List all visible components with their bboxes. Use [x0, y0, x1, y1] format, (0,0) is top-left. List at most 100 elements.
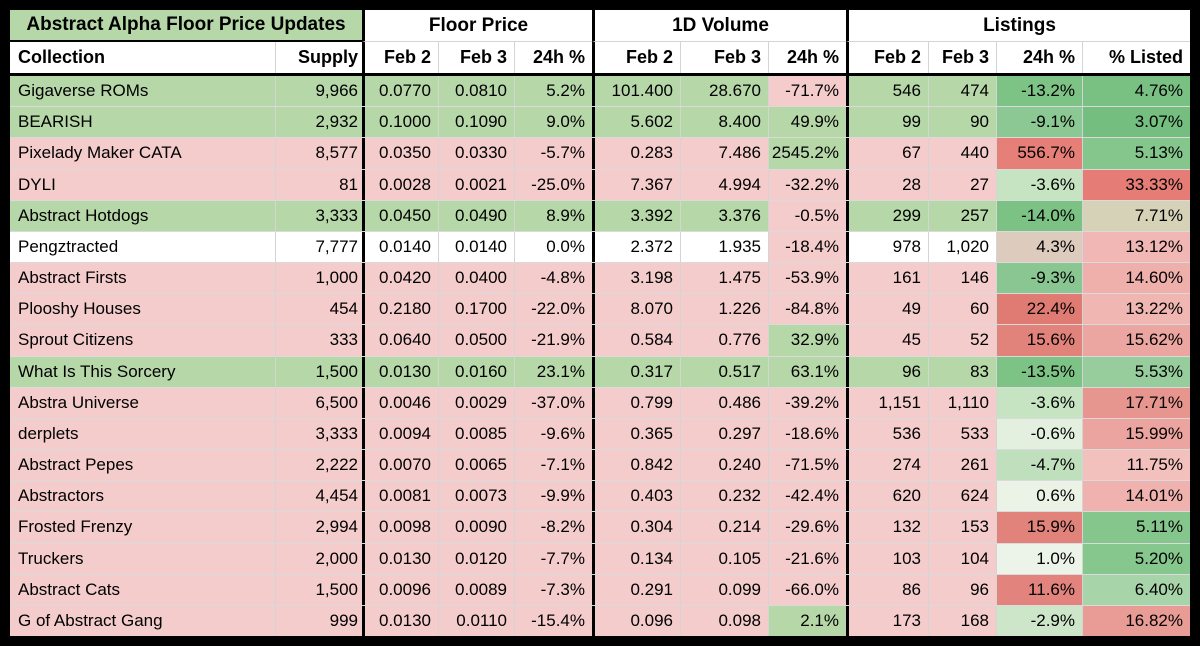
cell-volume-feb2[interactable]: 5.602: [592, 107, 680, 138]
cell-percent-listed[interactable]: 5.11%: [1082, 512, 1190, 543]
cell-floor-feb3[interactable]: 0.0500: [438, 325, 514, 356]
cell-percent-listed[interactable]: 6.40%: [1082, 574, 1190, 605]
cell-listings-feb3[interactable]: 27: [928, 169, 996, 200]
cell-listings-change[interactable]: 1.0%: [996, 543, 1082, 574]
cell-floor-feb3[interactable]: 0.0160: [438, 356, 514, 387]
cell-floor-feb2[interactable]: 0.0640: [362, 325, 438, 356]
cell-listings-change[interactable]: -0.6%: [996, 418, 1082, 450]
cell-listings-feb2[interactable]: 96: [846, 356, 928, 387]
cell-percent-listed[interactable]: 4.76%: [1082, 76, 1190, 107]
cell-floor-feb3[interactable]: 0.0090: [438, 512, 514, 543]
cell-listings-feb2[interactable]: 536: [846, 418, 928, 450]
cell-percent-listed[interactable]: 14.60%: [1082, 263, 1190, 294]
cell-volume-feb2[interactable]: 8.070: [592, 294, 680, 325]
cell-collection[interactable]: Pengztracted: [10, 231, 275, 263]
header-percent-listed[interactable]: % Listed: [1082, 42, 1190, 73]
cell-percent-listed[interactable]: 5.20%: [1082, 543, 1190, 574]
cell-supply[interactable]: 2,222: [275, 450, 362, 481]
cell-floor-feb2[interactable]: 0.0098: [362, 512, 438, 543]
cell-collection[interactable]: Abstract Firsts: [10, 263, 275, 294]
cell-volume-feb3[interactable]: 0.297: [680, 418, 768, 450]
cell-percent-listed[interactable]: 13.22%: [1082, 294, 1190, 325]
cell-floor-change[interactable]: -7.3%: [514, 574, 592, 605]
cell-floor-feb3[interactable]: 0.0029: [438, 387, 514, 418]
cell-volume-change[interactable]: -18.4%: [768, 231, 846, 263]
cell-volume-change[interactable]: -32.2%: [768, 169, 846, 200]
cell-floor-change[interactable]: -21.9%: [514, 325, 592, 356]
cell-volume-feb2[interactable]: 0.584: [592, 325, 680, 356]
cell-floor-feb3[interactable]: 0.0085: [438, 418, 514, 450]
cell-volume-change[interactable]: 2545.2%: [768, 138, 846, 169]
cell-listings-feb2[interactable]: 1,151: [846, 387, 928, 418]
cell-percent-listed[interactable]: 5.13%: [1082, 138, 1190, 169]
cell-supply[interactable]: 1,500: [275, 574, 362, 605]
cell-collection[interactable]: Abstractors: [10, 481, 275, 512]
cell-floor-feb2[interactable]: 0.0420: [362, 263, 438, 294]
cell-supply[interactable]: 2,000: [275, 543, 362, 574]
cell-percent-listed[interactable]: 15.99%: [1082, 418, 1190, 450]
cell-listings-change[interactable]: -9.1%: [996, 107, 1082, 138]
cell-floor-change[interactable]: 5.2%: [514, 76, 592, 107]
cell-percent-listed[interactable]: 13.12%: [1082, 231, 1190, 263]
cell-volume-feb3[interactable]: 7.486: [680, 138, 768, 169]
cell-listings-change[interactable]: 4.3%: [996, 231, 1082, 263]
cell-volume-change[interactable]: 63.1%: [768, 356, 846, 387]
cell-listings-feb2[interactable]: 49: [846, 294, 928, 325]
cell-volume-change[interactable]: -84.8%: [768, 294, 846, 325]
cell-supply[interactable]: 3,333: [275, 418, 362, 450]
cell-volume-change[interactable]: -21.6%: [768, 543, 846, 574]
header-volume-24h-pct[interactable]: 24h %: [768, 42, 846, 73]
cell-collection[interactable]: Plooshy Houses: [10, 294, 275, 325]
cell-supply[interactable]: 2,932: [275, 107, 362, 138]
cell-floor-change[interactable]: -4.8%: [514, 263, 592, 294]
cell-volume-feb2[interactable]: 0.317: [592, 356, 680, 387]
cell-floor-feb2[interactable]: 0.1000: [362, 107, 438, 138]
cell-listings-change[interactable]: -13.5%: [996, 356, 1082, 387]
cell-supply[interactable]: 81: [275, 169, 362, 200]
cell-floor-feb2[interactable]: 0.0450: [362, 200, 438, 231]
cell-floor-change[interactable]: -9.9%: [514, 481, 592, 512]
cell-supply[interactable]: 9,966: [275, 76, 362, 107]
cell-volume-feb2[interactable]: 0.134: [592, 543, 680, 574]
cell-floor-feb3[interactable]: 0.0089: [438, 574, 514, 605]
cell-supply[interactable]: 1,500: [275, 356, 362, 387]
cell-floor-feb3[interactable]: 0.0810: [438, 76, 514, 107]
cell-collection[interactable]: BEARISH: [10, 107, 275, 138]
cell-volume-feb2[interactable]: 0.283: [592, 138, 680, 169]
cell-floor-feb2[interactable]: 0.0130: [362, 543, 438, 574]
cell-listings-change[interactable]: -2.9%: [996, 605, 1082, 637]
cell-volume-change[interactable]: -53.9%: [768, 263, 846, 294]
cell-percent-listed[interactable]: 33.33%: [1082, 169, 1190, 200]
cell-volume-feb3[interactable]: 0.098: [680, 605, 768, 637]
cell-percent-listed[interactable]: 5.53%: [1082, 356, 1190, 387]
cell-floor-feb3[interactable]: 0.0140: [438, 231, 514, 263]
cell-listings-feb2[interactable]: 99: [846, 107, 928, 138]
cell-floor-feb2[interactable]: 0.0130: [362, 356, 438, 387]
cell-supply[interactable]: 2,994: [275, 512, 362, 543]
cell-floor-feb2[interactable]: 0.0096: [362, 574, 438, 605]
cell-floor-change[interactable]: 8.9%: [514, 200, 592, 231]
cell-collection[interactable]: derplets: [10, 418, 275, 450]
cell-volume-feb3[interactable]: 28.670: [680, 76, 768, 107]
cell-floor-change[interactable]: -25.0%: [514, 169, 592, 200]
header-listings-feb2[interactable]: Feb 2: [846, 42, 928, 73]
cell-listings-feb2[interactable]: 546: [846, 76, 928, 107]
cell-volume-feb2[interactable]: 3.198: [592, 263, 680, 294]
cell-floor-feb3[interactable]: 0.1700: [438, 294, 514, 325]
cell-collection[interactable]: Sprout Citizens: [10, 325, 275, 356]
cell-volume-feb3[interactable]: 1.226: [680, 294, 768, 325]
cell-volume-feb2[interactable]: 2.372: [592, 231, 680, 263]
cell-supply[interactable]: 6,500: [275, 387, 362, 418]
cell-listings-change[interactable]: 0.6%: [996, 481, 1082, 512]
cell-listings-feb3[interactable]: 533: [928, 418, 996, 450]
cell-supply[interactable]: 999: [275, 605, 362, 637]
cell-listings-feb2[interactable]: 132: [846, 512, 928, 543]
cell-listings-feb3[interactable]: 257: [928, 200, 996, 231]
cell-floor-feb2[interactable]: 0.0081: [362, 481, 438, 512]
cell-floor-change[interactable]: -37.0%: [514, 387, 592, 418]
cell-volume-feb3[interactable]: 0.776: [680, 325, 768, 356]
cell-floor-feb2[interactable]: 0.2180: [362, 294, 438, 325]
cell-listings-change[interactable]: 22.4%: [996, 294, 1082, 325]
header-supply[interactable]: Supply: [275, 42, 362, 73]
cell-listings-feb3[interactable]: 96: [928, 574, 996, 605]
